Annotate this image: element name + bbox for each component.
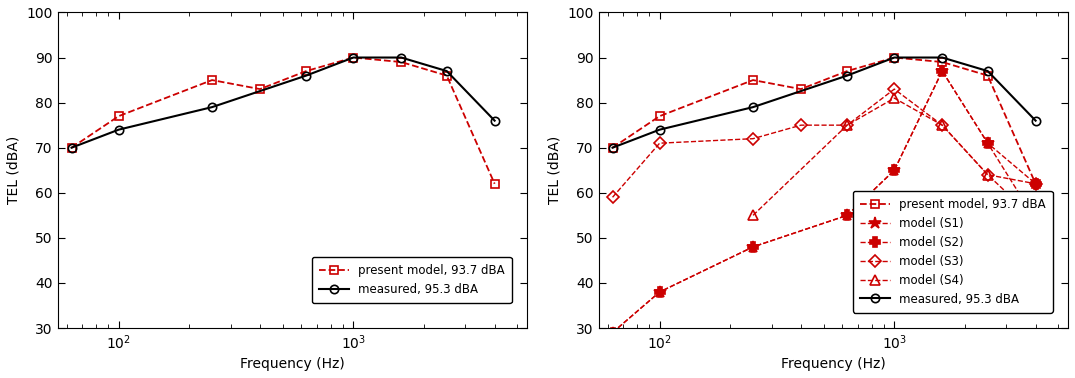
measured, 95.3 dBA (395, 55, 407, 60)
model (S3) (606, 195, 619, 200)
model (S4) (746, 213, 759, 218)
present model, 93.7 dBA (606, 146, 619, 150)
Line: model (S3): model (S3) (608, 85, 1040, 201)
model (S4) (1029, 218, 1042, 222)
measured, 95.3 dBA (1029, 118, 1042, 123)
model (S3) (888, 87, 901, 91)
measured, 95.3 dBA (841, 73, 854, 78)
model (S3) (981, 172, 994, 177)
model (S4) (935, 123, 948, 127)
measured, 95.3 dBA (606, 146, 619, 150)
model (S1) (654, 290, 666, 294)
model (S3) (935, 123, 948, 127)
Legend: present model, 93.7 dBA, measured, 95.3 dBA: present model, 93.7 dBA, measured, 95.3 … (312, 257, 512, 303)
Line: present model, 93.7 dBA: present model, 93.7 dBA (608, 53, 1040, 188)
Line: model (S4): model (S4) (748, 93, 1041, 225)
model (S2) (746, 245, 759, 249)
present model, 93.7 dBA (794, 87, 807, 91)
present model, 93.7 dBA (654, 114, 666, 118)
measured, 95.3 dBA (66, 146, 78, 150)
model (S1) (746, 245, 759, 249)
Line: model (S1): model (S1) (606, 65, 1042, 339)
model (S4) (888, 96, 901, 101)
measured, 95.3 dBA (205, 105, 218, 109)
present model, 93.7 dBA (347, 55, 360, 60)
present model, 93.7 dBA (254, 87, 267, 91)
X-axis label: Frequency (Hz): Frequency (Hz) (240, 357, 345, 371)
model (S3) (794, 123, 807, 127)
present model, 93.7 dBA (935, 60, 948, 64)
model (S3) (1029, 181, 1042, 186)
present model, 93.7 dBA (112, 114, 125, 118)
measured, 95.3 dBA (488, 118, 501, 123)
measured, 95.3 dBA (654, 127, 666, 132)
measured, 95.3 dBA (300, 73, 313, 78)
present model, 93.7 dBA (746, 78, 759, 82)
model (S4) (841, 123, 854, 127)
model (S2) (606, 330, 619, 335)
model (S1) (1029, 218, 1042, 222)
model (S1) (841, 213, 854, 218)
measured, 95.3 dBA (746, 105, 759, 109)
model (S1) (606, 330, 619, 335)
present model, 93.7 dBA (395, 60, 407, 64)
model (S2) (981, 141, 994, 146)
present model, 93.7 dBA (888, 55, 901, 60)
measured, 95.3 dBA (441, 69, 454, 73)
present model, 93.7 dBA (1029, 181, 1042, 186)
Line: model (S2): model (S2) (607, 66, 1041, 338)
present model, 93.7 dBA (205, 78, 218, 82)
model (S2) (935, 69, 948, 73)
model (S4) (981, 172, 994, 177)
model (S1) (981, 141, 994, 146)
measured, 95.3 dBA (347, 55, 360, 60)
present model, 93.7 dBA (300, 69, 313, 73)
model (S1) (888, 168, 901, 172)
Line: measured, 95.3 dBA: measured, 95.3 dBA (68, 53, 499, 152)
model (S2) (841, 213, 854, 218)
X-axis label: Frequency (Hz): Frequency (Hz) (782, 357, 886, 371)
Y-axis label: TEL (dBA): TEL (dBA) (548, 136, 562, 204)
present model, 93.7 dBA (981, 73, 994, 78)
Line: present model, 93.7 dBA: present model, 93.7 dBA (68, 53, 499, 188)
model (S2) (888, 168, 901, 172)
measured, 95.3 dBA (981, 69, 994, 73)
Line: measured, 95.3 dBA: measured, 95.3 dBA (608, 53, 1040, 152)
measured, 95.3 dBA (888, 55, 901, 60)
model (S2) (654, 290, 666, 294)
present model, 93.7 dBA (841, 69, 854, 73)
present model, 93.7 dBA (441, 73, 454, 78)
model (S3) (841, 123, 854, 127)
Y-axis label: TEL (dBA): TEL (dBA) (6, 136, 20, 204)
present model, 93.7 dBA (488, 181, 501, 186)
model (S3) (746, 136, 759, 141)
present model, 93.7 dBA (66, 146, 78, 150)
measured, 95.3 dBA (112, 127, 125, 132)
Legend: present model, 93.7 dBA, model (S1), model (S2), model (S3), model (S4), measure: present model, 93.7 dBA, model (S1), mod… (854, 191, 1052, 313)
measured, 95.3 dBA (935, 55, 948, 60)
model (S1) (935, 69, 948, 73)
model (S3) (654, 141, 666, 146)
model (S2) (1029, 181, 1042, 186)
